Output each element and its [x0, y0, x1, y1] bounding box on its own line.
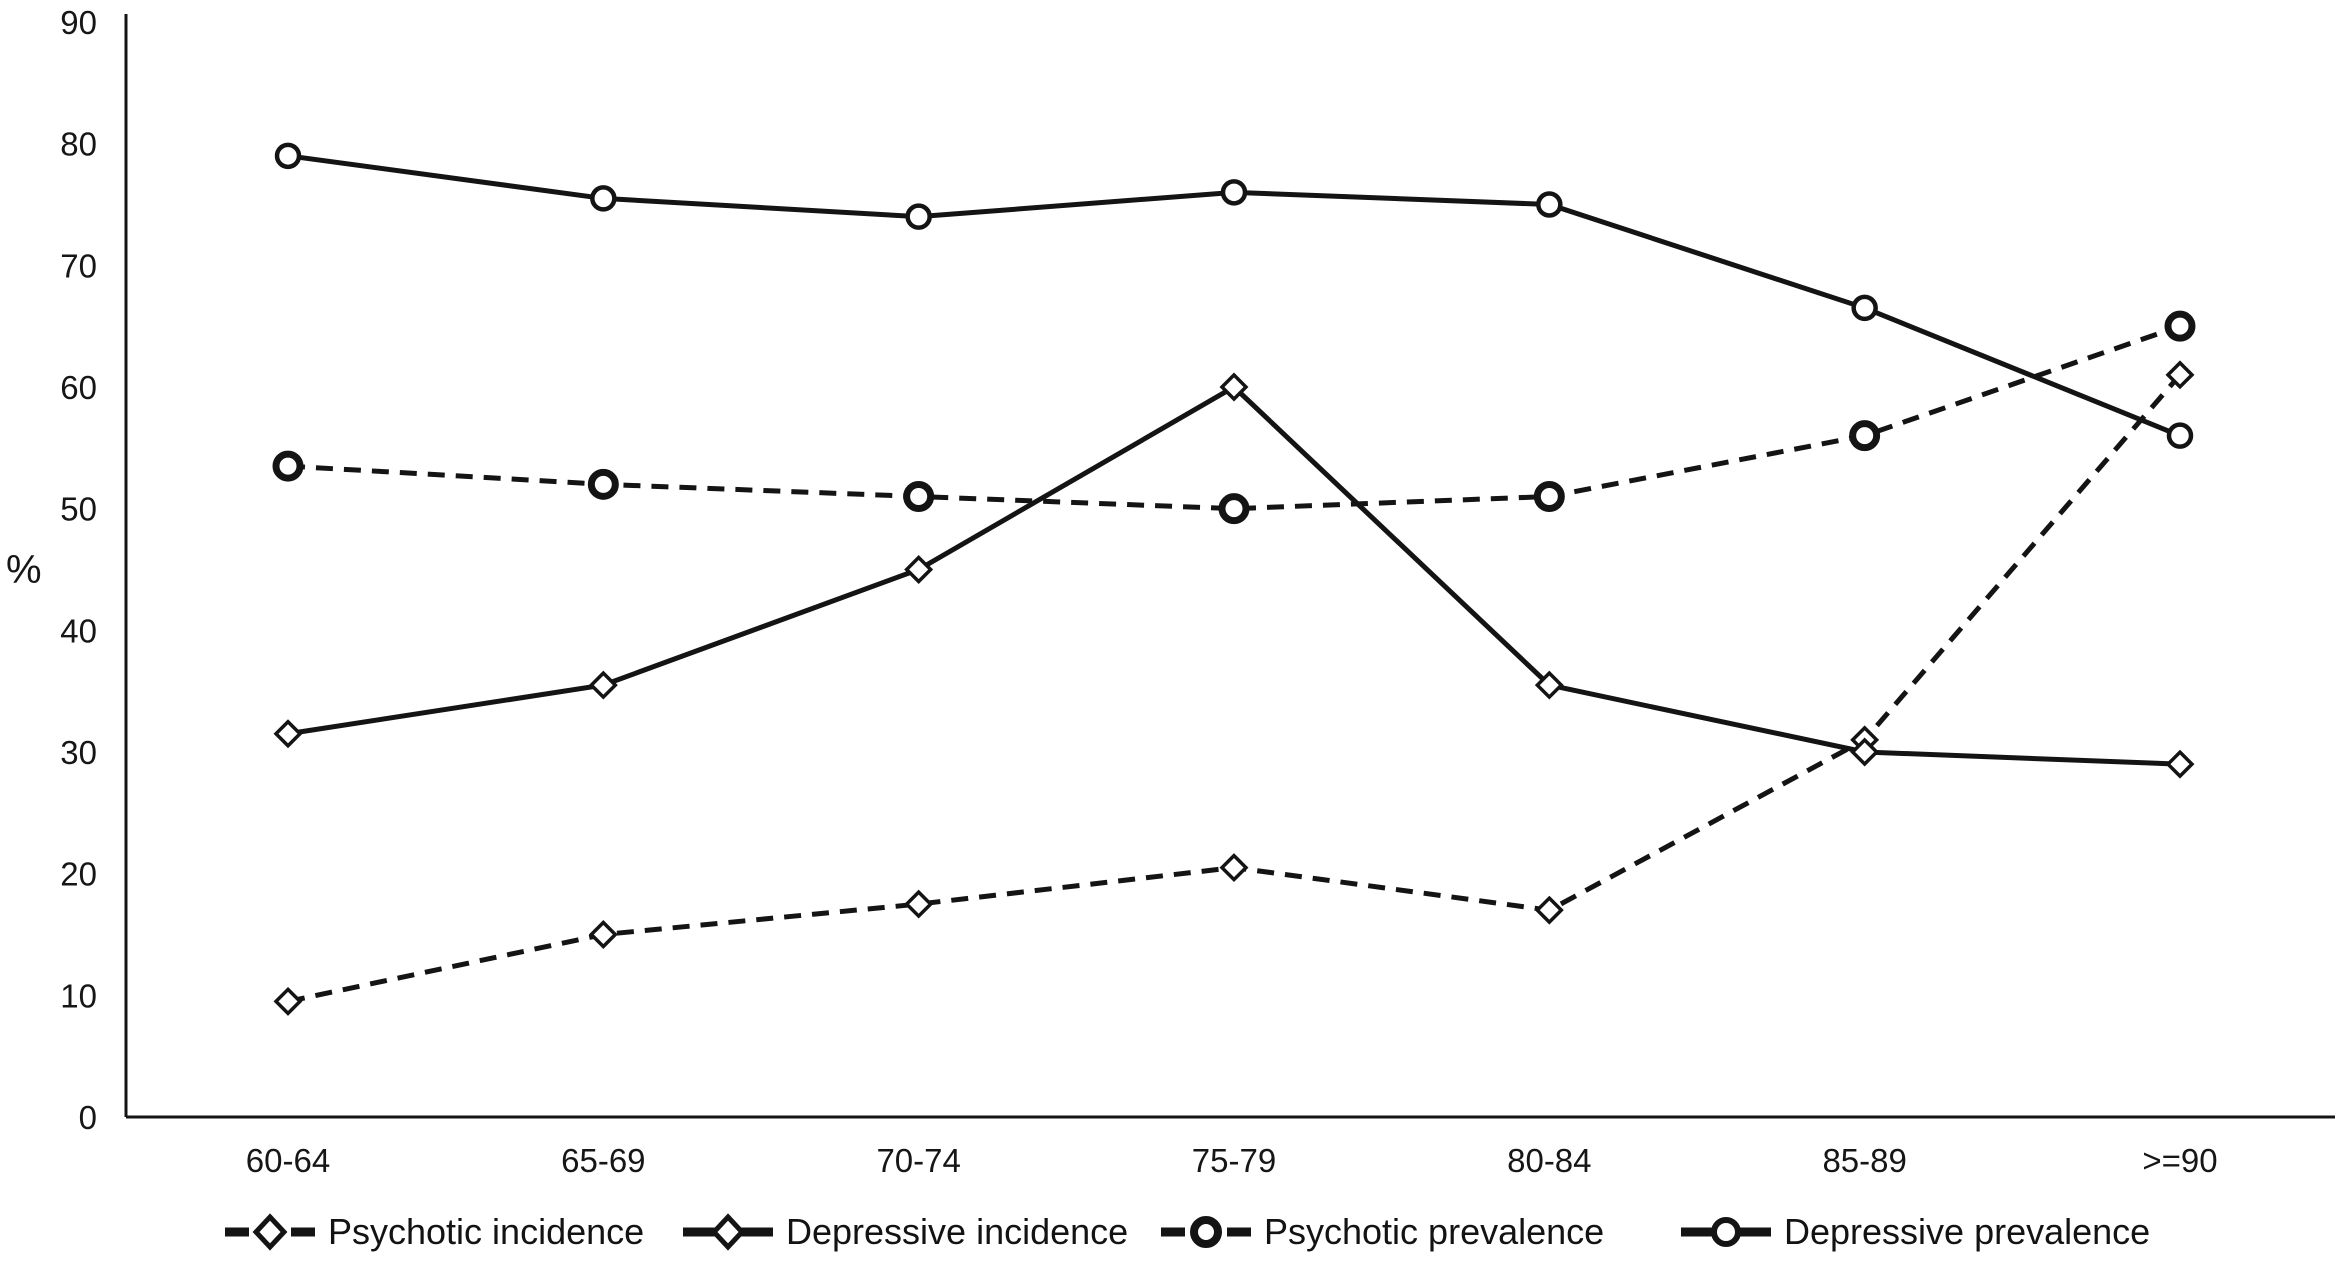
legend-item-psychotic-incidence: Psychotic incidence	[222, 1204, 644, 1260]
data-point-diamond	[1850, 737, 1880, 767]
data-point-diamond	[904, 889, 934, 919]
data-point-diamond	[1534, 670, 1564, 700]
dashed-diamond-marker-icon	[225, 1213, 315, 1251]
legend: Psychotic incidence Depressive incidence…	[0, 1204, 2341, 1262]
data-point-circle	[587, 468, 619, 500]
solid-diamond-marker-icon	[683, 1213, 773, 1251]
x-tick-label: 65-69	[561, 1142, 645, 1179]
y-tick-label: 30	[60, 734, 97, 771]
data-point-circle	[1533, 481, 1565, 512]
legend-label: Depressive prevalence	[1784, 1211, 2151, 1252]
legend-item-depressive-incidence: Depressive incidence	[680, 1204, 1128, 1260]
data-point-diamond	[2165, 749, 2195, 779]
data-point-diamond	[588, 920, 618, 949]
y-tick-label: 70	[60, 247, 97, 284]
x-tick-label: >=90	[2142, 1142, 2217, 1179]
x-tick-label: 80-84	[1507, 1142, 1591, 1179]
data-point-circle	[905, 203, 932, 230]
y-tick-label: 10	[60, 977, 97, 1014]
y-tick-label: 80	[60, 126, 97, 163]
data-point-circle	[1218, 493, 1250, 525]
y-tick-label: 50	[60, 491, 97, 528]
data-point-diamond	[1219, 853, 1249, 883]
y-axis-title: %	[6, 548, 42, 592]
x-tick-label: 75-79	[1192, 1142, 1276, 1179]
data-point-circle	[1220, 179, 1248, 206]
data-point-circle	[590, 185, 617, 212]
legend-label: Psychotic prevalence	[1264, 1211, 1605, 1252]
data-point-diamond	[588, 670, 618, 700]
y-tick-label: 40	[60, 612, 97, 649]
y-tick-label: 20	[60, 856, 97, 893]
legend-label: Depressive incidence	[786, 1211, 1129, 1252]
y-tick-label: 0	[79, 1099, 97, 1136]
y-tick-label: 90	[60, 4, 97, 41]
data-point-diamond	[2165, 360, 2195, 390]
x-tick-label: 60-64	[246, 1142, 330, 1179]
data-point-diamond	[273, 986, 303, 1016]
dashed-circle-marker-icon	[1161, 1216, 1251, 1248]
data-point-circle	[2166, 422, 2194, 449]
legend-label: Psychotic incidence	[328, 1211, 645, 1252]
x-tick-label: 70-74	[876, 1142, 960, 1179]
data-point-diamond	[1534, 895, 1564, 925]
series-line-depressive-incidence	[287, 383, 2181, 767]
x-tick-label: 85-89	[1822, 1142, 1906, 1179]
data-point-circle	[2164, 310, 2196, 342]
data-point-diamond	[273, 719, 303, 749]
data-point-circle	[1851, 294, 1878, 322]
data-point-circle	[1849, 420, 1881, 452]
series-line-psychotic-prevalence	[287, 323, 2181, 512]
data-point-diamond	[904, 555, 934, 584]
data-point-circle	[1536, 191, 1563, 218]
legend-item-psychotic-prevalence: Psychotic prevalence	[1158, 1204, 1604, 1260]
y-tick-label: 60	[60, 369, 97, 406]
data-point-circle	[274, 142, 302, 170]
data-point-circle	[272, 450, 304, 482]
data-point-diamond	[1219, 372, 1249, 402]
data-point-circle	[903, 481, 935, 512]
solid-circle-marker-icon	[1681, 1217, 1771, 1247]
legend-item-depressive-prevalence: Depressive prevalence	[1678, 1204, 2150, 1260]
